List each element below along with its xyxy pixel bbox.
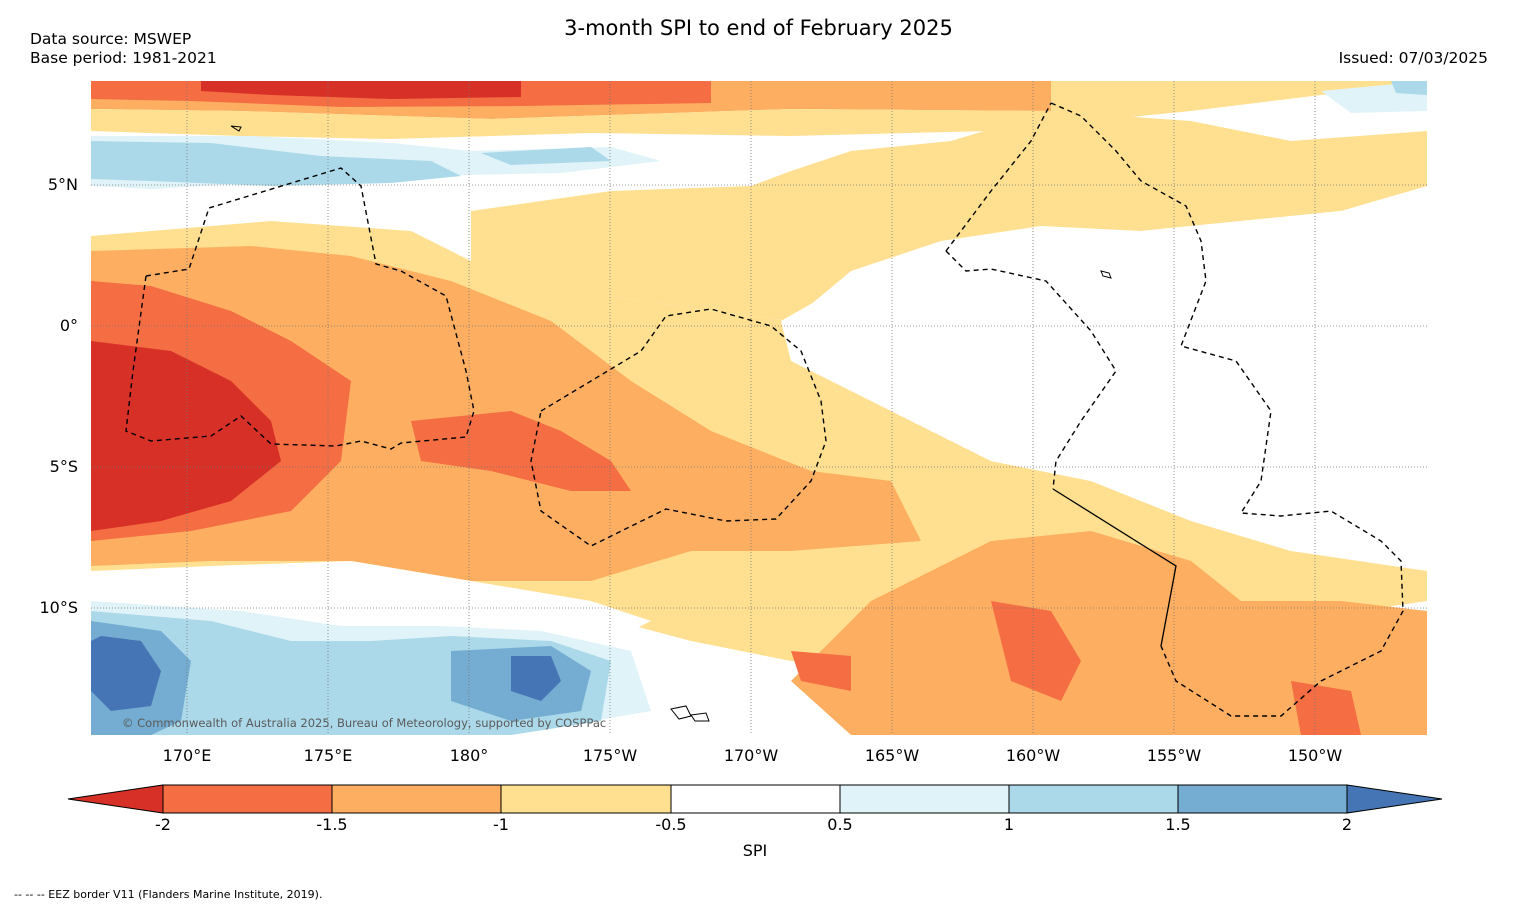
eez-footnote: -- -- -- EEZ border V11 (Flanders Marine…: [14, 888, 323, 901]
colorbar-seg-6: [1008, 784, 1179, 814]
lat-label-5s: 5°S: [49, 457, 78, 476]
cb-tick-2: 2: [1341, 815, 1353, 834]
eez-border-solid: [1052, 488, 1177, 647]
colorbar-canvas: [67, 784, 1443, 814]
spi-yellow-broad: [471, 111, 1427, 321]
lon-label-160w: 160°W: [1005, 746, 1061, 765]
lon-label-175w: 175°W: [582, 746, 638, 765]
eez-border-east-inner2: [945, 250, 1117, 490]
island-samoa-1: [670, 705, 692, 720]
lat-label-5n: 5°N: [47, 175, 78, 194]
lon-label-150w: 150°W: [1287, 746, 1343, 765]
data-source: Data source: MSWEP: [30, 30, 192, 48]
spi-red-se3: [791, 651, 851, 691]
cb-tick-m0-5: -0.5: [655, 815, 687, 834]
cb-tick-1-5: 1.5: [1165, 815, 1191, 834]
lat-label-0: 0°: [59, 316, 78, 335]
spi-north-band-yellow: [91, 81, 1427, 139]
spi-red-se2: [1291, 681, 1361, 735]
base-period: Base period: 1981-2021: [30, 49, 217, 67]
spi-colorbar: [66, 784, 1444, 814]
lon-label-175e: 175°E: [303, 746, 353, 765]
copyright-notice: © Commonwealth of Australia 2025, Bureau…: [122, 716, 607, 730]
lat-label-10s: 10°S: [39, 598, 78, 617]
spi-darkred-west: [91, 341, 281, 531]
lon-label-170e: 170°E: [162, 746, 212, 765]
eez-border-east-inner: [945, 102, 1052, 252]
spi-south-blue-darkest: [91, 636, 161, 711]
spi-north-blue-mid: [91, 141, 461, 186]
issued-date: Issued: 07/03/2025: [1338, 49, 1488, 67]
cb-tick-m1-5: -1.5: [316, 815, 348, 834]
lon-label-165w: 165°W: [864, 746, 920, 765]
cb-tick-1: 1: [1003, 815, 1015, 834]
lon-label-155w: 155°W: [1146, 746, 1202, 765]
islands: [230, 125, 1112, 722]
spi-red-se1: [991, 601, 1081, 701]
colorbar-seg-7: [1177, 784, 1348, 814]
colorbar-seg-5: [839, 784, 1010, 814]
lon-label-180: 180°: [449, 746, 489, 765]
map-title: 3-month SPI to end of February 2025: [564, 16, 953, 40]
cb-tick-m2: -2: [155, 815, 171, 834]
colorbar-extend-high: [1346, 784, 1443, 814]
eez-border-east: [1050, 102, 1404, 717]
cb-tick-m1: -1: [493, 815, 509, 834]
spi-red-central: [411, 411, 631, 491]
spi-orange-se: [791, 531, 1427, 735]
map-gridlines: [91, 81, 1427, 735]
colorbar-seg-2: [331, 784, 502, 814]
island-ne-1: [230, 125, 242, 132]
colorbar-seg-1: [162, 784, 333, 814]
spi-north-band-darkred: [201, 81, 521, 99]
cb-tick-0-5: 0.5: [827, 815, 853, 834]
colorbar-seg-3: [500, 784, 672, 814]
eez-border-west: [125, 167, 475, 450]
island-line-1: [1100, 270, 1112, 279]
spi-south-blue-darkest2: [511, 656, 561, 701]
colorbar-label: SPI: [742, 841, 768, 860]
eez-border-central: [530, 308, 827, 547]
colorbar-seg-4: [670, 784, 841, 814]
colorbar-extend-low: [67, 784, 164, 814]
spi-map: © Commonwealth of Australia 2025, Bureau…: [91, 81, 1427, 735]
spi-north-blue-patch: [481, 147, 611, 165]
eez-borders: [125, 102, 1404, 717]
spi-map-canvas: [91, 81, 1427, 735]
spi-white-east: [781, 201, 1427, 561]
spi-north-blue-ne-mid: [1391, 81, 1427, 95]
island-samoa-2: [690, 712, 710, 722]
lon-label-170w: 170°W: [723, 746, 779, 765]
